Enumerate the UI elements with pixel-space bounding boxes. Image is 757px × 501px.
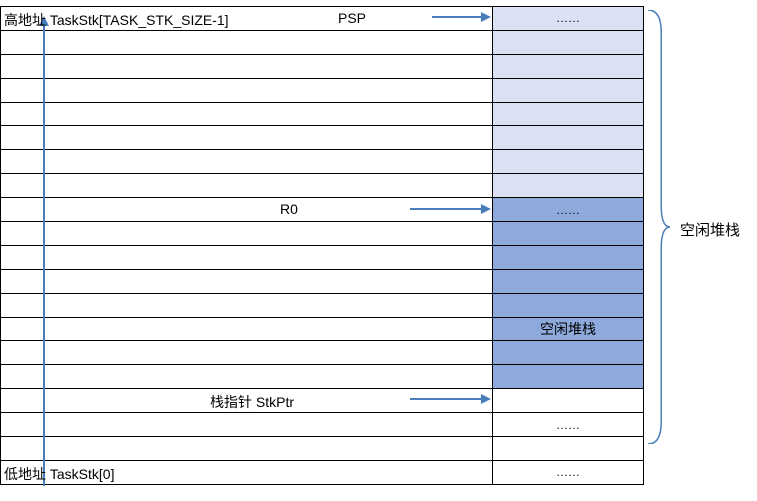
stack-cell: …… bbox=[492, 198, 643, 221]
stack-row bbox=[1, 437, 643, 461]
stack-cell: …… bbox=[492, 7, 643, 30]
r0-label: R0 bbox=[280, 201, 298, 217]
stack-cell bbox=[492, 55, 643, 78]
stack-cell: …… bbox=[492, 461, 643, 484]
idle-stack-label: 空闲堆栈 bbox=[680, 219, 740, 240]
brace-icon bbox=[648, 10, 670, 444]
stack-row bbox=[1, 222, 643, 246]
stack-row bbox=[1, 150, 643, 174]
stack-row: 空闲堆栈 bbox=[1, 318, 643, 342]
stack-row bbox=[1, 365, 643, 389]
stack-row bbox=[1, 79, 643, 103]
stack-row bbox=[1, 389, 643, 413]
high-address-label: 高地址 TaskStk[TASK_STK_SIZE-1] bbox=[4, 10, 229, 30]
stack-row bbox=[1, 126, 643, 150]
stack-cell: …… bbox=[492, 413, 643, 436]
stack-cell bbox=[492, 437, 643, 460]
stack-cell bbox=[492, 126, 643, 149]
stack-cell bbox=[492, 222, 643, 245]
stack-row bbox=[1, 174, 643, 198]
stack-cell bbox=[492, 103, 643, 126]
stkptr-label: 栈指针 StkPtr bbox=[210, 392, 294, 412]
psp-label: PSP bbox=[338, 10, 366, 26]
stack-cell bbox=[492, 270, 643, 293]
stack-cell bbox=[492, 246, 643, 269]
stack-row bbox=[1, 103, 643, 127]
stack-cell bbox=[492, 150, 643, 173]
low-address-label: 低地址 TaskStk[0] bbox=[4, 464, 114, 484]
stack-row bbox=[1, 55, 643, 79]
stack-row bbox=[1, 31, 643, 55]
stack-cell bbox=[492, 341, 643, 364]
stack-row bbox=[1, 246, 643, 270]
stack-cell bbox=[492, 79, 643, 102]
stack-cell bbox=[492, 389, 643, 412]
stack-diagram: …… …… 空闲堆栈 …… …… 高地址 TaskStk[TASK_STK_SIZE-1… bbox=[0, 0, 757, 501]
stack-row bbox=[1, 270, 643, 294]
stack-row: …… bbox=[1, 198, 643, 222]
stack-row bbox=[1, 341, 643, 365]
stack-cell bbox=[492, 174, 643, 197]
stack-cell: 空闲堆栈 bbox=[492, 318, 643, 341]
stack-cell bbox=[492, 365, 643, 388]
stack-table: …… …… 空闲堆栈 …… …… bbox=[0, 6, 644, 485]
stack-row: …… bbox=[1, 413, 643, 437]
stack-cell bbox=[492, 31, 643, 54]
stack-row bbox=[1, 294, 643, 318]
stack-cell bbox=[492, 294, 643, 317]
